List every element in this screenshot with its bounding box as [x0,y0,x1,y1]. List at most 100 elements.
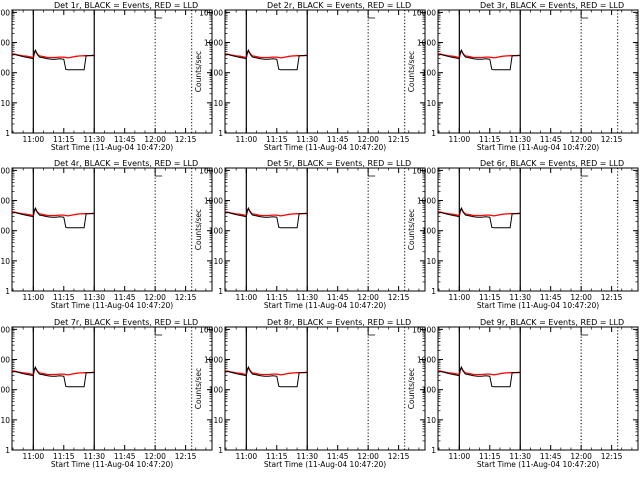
x-tick-label: 11:15 [53,293,75,302]
y-tick-label: 100 [0,69,10,78]
lld-series-line [437,366,521,376]
panel-title: Det 3r, BLACK = Events, RED = LLD [480,1,624,10]
x-tick-label: 11:00 [236,452,258,461]
y-tick-label: 10000 [412,325,436,334]
marker-bracket [367,170,376,177]
lld-series-line [11,366,95,376]
y-tick-label: 100 [422,69,437,78]
x-tick-label: 12:00 [357,293,379,302]
detector-panel: Det 3r, BLACK = Events, RED = LLD 1 10 100 1… [407,1,639,152]
y-axis-label: Counts/sec [407,368,416,409]
y-tick-label: 10 [0,99,10,108]
events-series-line [11,365,95,388]
x-tick-label: 11:30 [509,135,531,144]
y-tick-label: 10 [213,99,223,108]
y-tick-label: 1 [218,129,223,138]
plot-frame [11,167,213,292]
y-tick-label: 1000 [0,39,10,48]
x-axis-label: Start Time (11-Aug-04 10:47:20) [51,143,173,152]
x-tick-label: 11:30 [296,135,318,144]
x-tick-label: 12:00 [144,293,166,302]
x-tick-label: 11:45 [540,293,562,302]
x-axis-label: Start Time (11-Aug-04 10:47:20) [51,301,173,310]
y-tick-label: 100 [209,227,224,236]
x-tick-label: 12:00 [144,452,166,461]
y-tick-label: 1000 [204,197,223,206]
x-tick-label: 11:45 [540,135,562,144]
x-tick-label: 11:45 [327,452,349,461]
plot-frame [224,167,426,292]
x-tick-label: 11:00 [23,452,45,461]
lld-series-line [224,366,308,376]
y-tick-label: 10000 [199,325,223,334]
panel-title: Det 6r, BLACK = Events, RED = LLD [480,159,624,168]
plot-frame [11,326,213,451]
x-tick-label: 11:45 [327,135,349,144]
y-axis-label: Counts/sec [407,51,416,92]
x-tick-label: 11:00 [449,135,471,144]
detector-panel: Det 9r, BLACK = Events, RED = LLD 1 10 100 1… [407,318,639,469]
lld-series-line [224,49,308,59]
panel-title: Det 9r, BLACK = Events, RED = LLD [480,318,624,327]
y-tick-label: 10000 [0,325,10,334]
y-tick-label: 1 [218,287,223,296]
x-tick-label: 11:30 [296,452,318,461]
x-tick-label: 11:00 [236,135,258,144]
x-tick-label: 12:00 [570,293,592,302]
lld-series-line [11,207,95,217]
y-tick-label: 1 [218,446,223,455]
plot-frame [224,9,426,134]
events-series-line [437,48,521,71]
x-tick-label: 11:45 [114,452,136,461]
y-tick-label: 10000 [0,166,10,175]
y-tick-label: 10000 [412,166,436,175]
x-tick-label: 12:00 [144,135,166,144]
lld-series-line [437,49,521,59]
detector-panel: Det 6r, BLACK = Events, RED = LLD 1 10 100 1… [407,159,639,310]
x-tick-label: 11:30 [83,135,105,144]
x-tick-label: 12:15 [388,452,410,461]
marker-bracket [154,170,163,177]
y-tick-label: 1000 [417,197,436,206]
y-tick-label: 1000 [417,39,436,48]
events-series-line [224,365,308,388]
plot-frame [224,326,426,451]
y-tick-label: 10 [426,416,436,425]
y-tick-label: 1 [5,446,10,455]
marker-bracket [154,329,163,336]
x-tick-label: 11:15 [266,135,288,144]
x-tick-label: 11:15 [479,135,501,144]
y-axis-label: Counts/sec [407,209,416,250]
y-tick-label: 100 [422,386,437,395]
y-tick-label: 1 [5,287,10,296]
events-series-line [224,48,308,71]
y-tick-label: 100 [0,227,10,236]
x-tick-label: 12:15 [175,293,197,302]
x-tick-label: 11:45 [114,293,136,302]
detector-panel: Det 4r, BLACK = Events, RED = LLD 1 10 100 1… [0,159,213,310]
x-tick-label: 12:15 [175,135,197,144]
panel-title: Det 4r, BLACK = Events, RED = LLD [54,159,198,168]
y-axis-label: Counts/sec [194,368,203,409]
x-tick-label: 11:15 [479,452,501,461]
x-tick-label: 11:00 [449,293,471,302]
panel-title: Det 8r, BLACK = Events, RED = LLD [267,318,411,327]
x-tick-label: 12:15 [175,452,197,461]
x-axis-label: Start Time (11-Aug-04 10:47:20) [264,143,386,152]
y-tick-label: 10 [426,99,436,108]
y-tick-label: 10 [213,416,223,425]
y-tick-label: 100 [209,69,224,78]
panel-title: Det 2r, BLACK = Events, RED = LLD [267,1,411,10]
panel-title: Det 5r, BLACK = Events, RED = LLD [267,159,411,168]
y-tick-label: 10000 [199,8,223,17]
detector-panel: Det 1r, BLACK = Events, RED = LLD 1 10 100 1… [0,1,213,152]
marker-bracket [580,170,589,177]
detector-panel: Det 2r, BLACK = Events, RED = LLD 1 10 100 1… [194,1,426,152]
x-tick-label: 11:30 [509,452,531,461]
events-series-line [437,365,521,388]
marker-bracket [580,12,589,19]
y-tick-label: 100 [422,227,437,236]
y-tick-label: 1000 [0,197,10,206]
x-tick-label: 11:30 [509,293,531,302]
y-tick-label: 100 [209,386,224,395]
